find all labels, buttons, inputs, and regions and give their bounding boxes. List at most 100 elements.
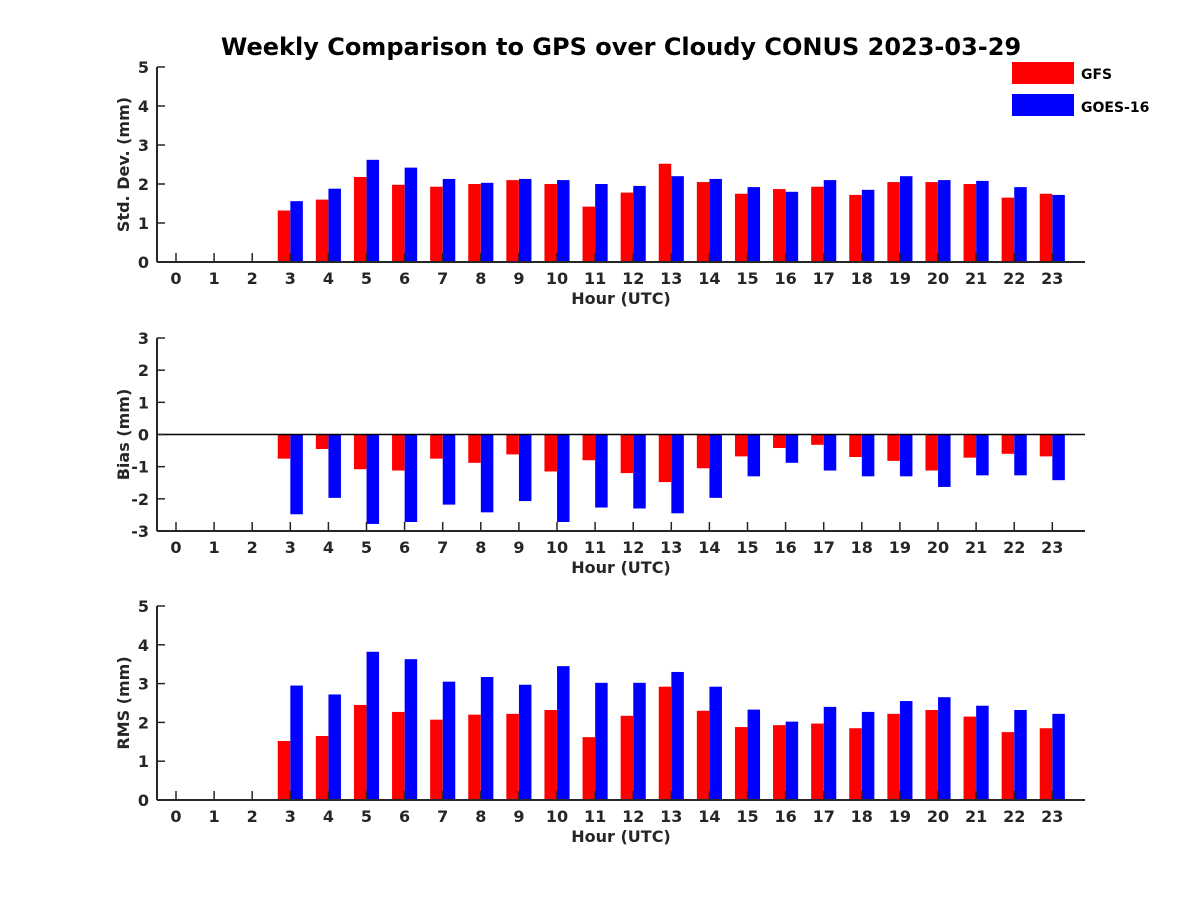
x-tick-label: 23 xyxy=(1041,538,1063,557)
bar-goes16-hour-18 xyxy=(861,434,875,477)
x-tick-label: 11 xyxy=(584,269,606,288)
x-tick-label: 18 xyxy=(851,538,873,557)
bar-gfs-hour-6 xyxy=(392,434,405,471)
bar-goes16-hour-6 xyxy=(404,167,418,262)
bar-gfs-hour-5 xyxy=(353,704,367,800)
bar-gfs-hour-6 xyxy=(392,184,405,262)
bar-goes16-hour-23 xyxy=(1052,434,1065,481)
bar-gfs-hour-8 xyxy=(468,714,481,800)
y-tick-label: 2 xyxy=(138,713,149,732)
bar-goes16-hour-4 xyxy=(328,188,341,262)
bar-goes16-hour-5 xyxy=(366,434,380,524)
x-tick-label: 22 xyxy=(1003,807,1025,826)
bar-goes16-hour-11 xyxy=(595,682,608,800)
bar-gfs-hour-10 xyxy=(544,434,557,472)
bar-gfs-hour-4 xyxy=(315,434,329,449)
bar-gfs-hour-23 xyxy=(1039,193,1053,262)
x-tick-label: 10 xyxy=(546,269,568,288)
bar-goes16-hour-7 xyxy=(442,681,456,800)
bar-goes16-hour-16 xyxy=(785,721,799,800)
x-tick-label: 9 xyxy=(513,807,524,826)
y-tick-label: 2 xyxy=(138,361,149,380)
bar-goes16-hour-20 xyxy=(938,697,951,800)
bar-gfs-hour-23 xyxy=(1039,728,1053,800)
bar-gfs-hour-7 xyxy=(430,719,443,800)
x-tick-label: 10 xyxy=(546,538,568,557)
bar-goes16-hour-11 xyxy=(595,184,608,262)
x-tick-label: 10 xyxy=(546,807,568,826)
bar-goes16-hour-21 xyxy=(976,434,989,476)
x-tick-label: 1 xyxy=(209,538,220,557)
x-tick-label: 13 xyxy=(660,807,682,826)
bar-gfs-hour-12 xyxy=(620,715,634,800)
x-tick-label: 13 xyxy=(660,538,682,557)
bar-gfs-hour-4 xyxy=(315,735,329,800)
y-tick-label: 3 xyxy=(138,675,149,694)
bar-goes16-hour-17 xyxy=(823,706,837,800)
x-tick-label: 22 xyxy=(1003,538,1025,557)
bar-goes16-hour-13 xyxy=(671,671,684,800)
bar-gfs-hour-16 xyxy=(773,189,786,262)
x-tick-label: 4 xyxy=(323,807,334,826)
x-axis-label: Hour (UTC) xyxy=(571,289,671,308)
bar-goes16-hour-5 xyxy=(366,651,380,800)
y-tick-label: 1 xyxy=(138,752,149,771)
y-tick-label: 0 xyxy=(138,253,149,272)
bar-gfs-hour-18 xyxy=(849,434,862,458)
bar-gfs-hour-20 xyxy=(925,434,938,471)
y-tick-label: -2 xyxy=(131,490,149,509)
x-tick-label: 6 xyxy=(399,269,410,288)
x-tick-label: 18 xyxy=(851,269,873,288)
bar-gfs-hour-13 xyxy=(658,434,672,483)
bar-goes16-hour-12 xyxy=(633,185,646,262)
x-tick-label: 13 xyxy=(660,269,682,288)
bar-gfs-hour-14 xyxy=(696,182,710,262)
x-tick-label: 19 xyxy=(889,807,911,826)
bar-goes16-hour-20 xyxy=(938,434,951,487)
y-tick-label: 3 xyxy=(138,136,149,155)
x-tick-label: 12 xyxy=(622,538,644,557)
bar-goes16-hour-13 xyxy=(671,434,684,514)
x-tick-label: 5 xyxy=(361,269,372,288)
chart-title: Weekly Comparison to GPS over Cloudy CON… xyxy=(221,33,1021,61)
bar-goes16-hour-22 xyxy=(1014,187,1027,262)
bar-goes16-hour-13 xyxy=(671,176,684,262)
legend-swatch-goes16 xyxy=(1012,94,1074,116)
bar-goes16-hour-18 xyxy=(861,189,875,262)
y-tick-label: 1 xyxy=(138,214,149,233)
legend-label-gfs: GFS xyxy=(1081,67,1112,83)
x-axis-label: Hour (UTC) xyxy=(571,558,671,577)
legend-label-goes16: GOES-16 xyxy=(1081,100,1149,116)
bar-goes16-hour-4 xyxy=(328,434,341,498)
x-tick-label: 5 xyxy=(361,807,372,826)
bar-goes16-hour-7 xyxy=(442,178,456,262)
bar-gfs-hour-20 xyxy=(925,182,938,262)
x-tick-label: 6 xyxy=(399,807,410,826)
bar-goes16-hour-15 xyxy=(747,187,761,262)
bar-goes16-hour-23 xyxy=(1052,194,1065,262)
y-axis-label: Bias (mm) xyxy=(114,389,133,481)
bar-gfs-hour-17 xyxy=(811,723,824,800)
x-tick-label: 14 xyxy=(698,269,720,288)
x-tick-label: 3 xyxy=(285,538,296,557)
bar-goes16-hour-17 xyxy=(823,180,837,262)
bar-goes16-hour-20 xyxy=(938,180,951,262)
x-tick-label: 8 xyxy=(475,269,486,288)
y-axis-label: Std. Dev. (mm) xyxy=(114,97,133,232)
bar-goes16-hour-23 xyxy=(1052,713,1065,800)
bar-gfs-hour-3 xyxy=(277,210,291,262)
bar-goes16-hour-16 xyxy=(785,434,799,463)
x-tick-label: 1 xyxy=(209,269,220,288)
bar-goes16-hour-8 xyxy=(480,677,494,800)
bar-gfs-hour-22 xyxy=(1001,197,1015,262)
y-tick-label: 5 xyxy=(138,597,149,616)
x-tick-label: 21 xyxy=(965,807,987,826)
bar-gfs-hour-10 xyxy=(544,709,557,800)
x-tick-label: 20 xyxy=(927,807,949,826)
bar-goes16-hour-5 xyxy=(366,159,380,262)
x-tick-label: 0 xyxy=(170,538,181,557)
bar-goes16-hour-9 xyxy=(518,434,532,502)
